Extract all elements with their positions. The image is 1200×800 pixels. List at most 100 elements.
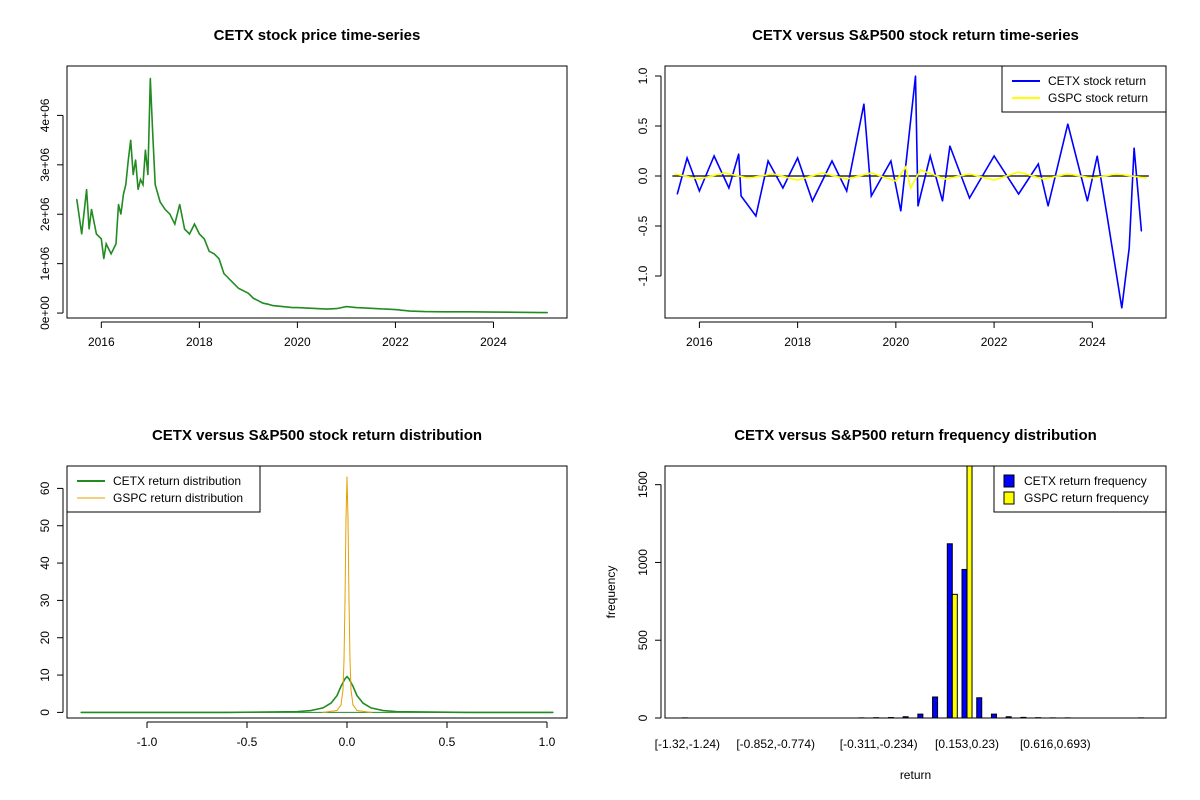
data-point <box>797 157 799 159</box>
data-point <box>890 160 892 162</box>
data-point <box>676 193 678 195</box>
data-point <box>142 183 144 186</box>
data-point <box>322 707 324 709</box>
bar <box>951 593 958 719</box>
data-point <box>686 157 688 159</box>
legend-label: CETX return frequency <box>1024 474 1147 488</box>
y-tick-label: 10 <box>38 668 52 682</box>
legend-box <box>993 465 1167 513</box>
data-point <box>929 155 931 157</box>
data-point <box>125 183 127 186</box>
y-tick-label: 60 <box>38 481 52 495</box>
data-point <box>1018 171 1020 173</box>
x-tick-label: 0.0 <box>339 735 356 749</box>
data-point <box>340 685 342 687</box>
data-point <box>149 77 151 79</box>
plot-frame <box>66 65 568 319</box>
data-point <box>1121 307 1123 309</box>
data-point <box>291 307 294 309</box>
data-point <box>184 228 186 230</box>
y-tick-label: 0.0 <box>636 167 650 184</box>
data-point <box>1116 173 1118 175</box>
legend-label: GSPC stock return <box>1048 91 1148 105</box>
y-tick-label: -0.5 <box>636 215 650 236</box>
data-point <box>344 678 346 680</box>
data-point <box>188 233 191 235</box>
chart-returns: CETX versus S&P500 stock return time-ser… <box>636 27 1167 349</box>
data-point <box>336 308 338 310</box>
data-point <box>811 200 813 202</box>
x-tick-label: -0.5 <box>237 735 258 749</box>
data-point <box>870 195 872 197</box>
data-point <box>349 659 351 661</box>
data-point <box>424 310 426 313</box>
data-point <box>466 711 468 714</box>
plot-frame <box>664 65 1167 319</box>
data-point <box>821 172 823 174</box>
data-point <box>355 307 357 309</box>
legend-box <box>1001 65 1167 113</box>
data-point <box>409 310 411 312</box>
data-point <box>233 282 235 285</box>
data-point <box>895 180 897 182</box>
data-point <box>132 174 134 176</box>
data-point <box>100 238 102 240</box>
data-point <box>846 178 848 180</box>
legend-box <box>66 465 261 513</box>
legend-label: GSPC return frequency <box>1024 491 1149 505</box>
legend-swatch <box>1003 474 1015 488</box>
y-tick-label: 2e+06 <box>38 197 52 231</box>
data-point <box>76 198 78 201</box>
bar <box>917 713 924 719</box>
x-category-label: [0.153,0.23) <box>935 737 999 751</box>
data-point <box>316 308 318 310</box>
chart-title: CETX stock price time-series <box>214 27 421 44</box>
bar <box>1020 716 1027 719</box>
data-point <box>356 709 358 712</box>
series-line <box>674 165 1147 191</box>
data-point <box>755 215 757 217</box>
data-point <box>218 258 220 260</box>
data-point <box>296 711 298 713</box>
chart-title: CETX versus S&P500 stock return time-ser… <box>752 27 1079 44</box>
y-tick-label: 30 <box>38 593 52 607</box>
x-axis-label: return <box>900 768 931 782</box>
data-point <box>797 179 799 181</box>
data-point <box>356 695 358 697</box>
data-point <box>120 213 122 215</box>
x-tick-label: 2022 <box>981 335 1008 349</box>
data-point <box>375 308 377 310</box>
data-point <box>345 306 348 308</box>
legend-swatch <box>1003 491 1015 505</box>
data-point <box>352 685 354 687</box>
data-point <box>541 311 544 314</box>
data-point <box>944 178 946 180</box>
data-point <box>914 75 917 77</box>
x-tick-label: 2016 <box>88 335 115 349</box>
data-point <box>941 200 944 202</box>
data-point <box>1018 193 1020 195</box>
data-point <box>370 711 372 714</box>
data-point <box>282 306 284 308</box>
data-point <box>117 203 120 205</box>
data-point <box>394 309 397 311</box>
chart-price: CETX stock price time-series 0e+00 1e+06 2e… <box>38 27 568 349</box>
data-point <box>1067 123 1069 125</box>
y-tick-label: 500 <box>636 630 650 650</box>
data-point <box>344 599 346 602</box>
x-tick-label: 2020 <box>883 335 910 349</box>
chart-title: CETX versus S&P500 stock return distribu… <box>152 427 482 444</box>
data-point <box>968 197 971 199</box>
data-point <box>909 187 912 189</box>
x-category-label: [-0.311,-0.234) <box>840 737 918 751</box>
data-point <box>1140 230 1143 232</box>
data-point <box>164 208 166 210</box>
data-point <box>115 243 117 245</box>
data-point <box>698 190 700 192</box>
y-tick-label: 0.5 <box>636 117 650 134</box>
data-point <box>1128 247 1130 249</box>
data-point <box>1067 173 1069 175</box>
data-point <box>370 707 372 709</box>
data-point <box>900 210 902 212</box>
